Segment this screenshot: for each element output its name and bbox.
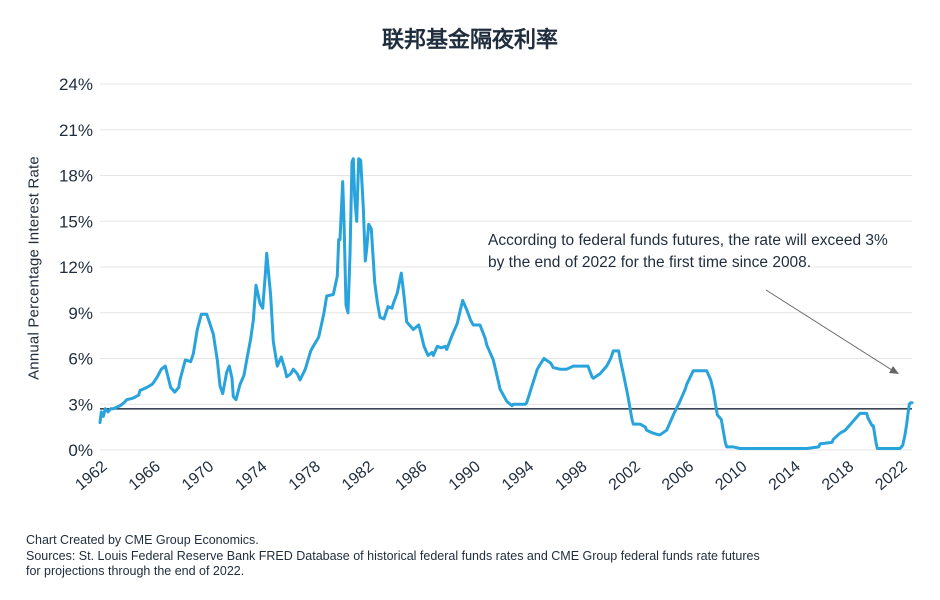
x-tick-label: 1974 xyxy=(232,458,270,494)
annotation-arrowhead xyxy=(889,366,899,374)
y-tick-label: 0% xyxy=(68,441,93,460)
x-tick-label: 1986 xyxy=(392,458,430,494)
x-tick-label: 2014 xyxy=(766,458,804,494)
x-tick-label: 2006 xyxy=(659,458,697,494)
x-tick-label: 2010 xyxy=(712,458,750,494)
footer-sources-line-1: Sources: St. Louis Federal Reserve Bank … xyxy=(26,548,760,563)
y-tick-label: 6% xyxy=(68,350,93,369)
annotation-arrow xyxy=(765,289,896,373)
chart-title: 联邦基金隔夜利率 xyxy=(381,28,558,53)
x-tick-label: 2018 xyxy=(819,458,857,494)
grid-lines xyxy=(100,83,912,451)
x-tick-label: 1970 xyxy=(179,458,217,494)
x-tick-label: 1982 xyxy=(339,458,377,494)
chart-annotation: According to federal funds futures, the … xyxy=(488,232,888,271)
x-tick-label: 2002 xyxy=(606,458,644,494)
y-axis-ticks: 0% 3% 6% 9% 12% 15% 18% 21% 24% xyxy=(59,75,93,460)
chart-footer: Chart Created by CME Group Economics. So… xyxy=(26,533,760,580)
y-tick-label: 24% xyxy=(59,75,93,94)
x-tick-label: 1998 xyxy=(552,458,590,494)
x-tick-label: 1962 xyxy=(72,458,110,494)
y-axis-label: Annual Percentage Interest Rate xyxy=(25,156,43,380)
y-tick-label: 3% xyxy=(68,395,93,414)
series-line xyxy=(98,157,914,450)
x-tick-label: 1994 xyxy=(499,458,537,494)
x-axis-ticks: 1962 1966 1970 1974 1978 1982 1986 1990 1994 1998… xyxy=(72,458,910,494)
x-tick-label: 2022 xyxy=(872,458,910,494)
y-tick-label: 21% xyxy=(59,121,93,140)
x-tick-label: 1978 xyxy=(286,458,324,494)
y-tick-label: 9% xyxy=(68,304,93,323)
x-tick-label: 1966 xyxy=(126,458,164,494)
footer-credit: Chart Created by CME Group Economics. xyxy=(26,533,259,547)
footer-sources-line-2: for projections through the end of 2022. xyxy=(26,564,245,578)
x-tick-label: 1990 xyxy=(446,458,484,494)
y-tick-label: 12% xyxy=(59,258,93,277)
y-tick-label: 15% xyxy=(59,212,93,231)
y-tick-label: 18% xyxy=(59,167,93,186)
